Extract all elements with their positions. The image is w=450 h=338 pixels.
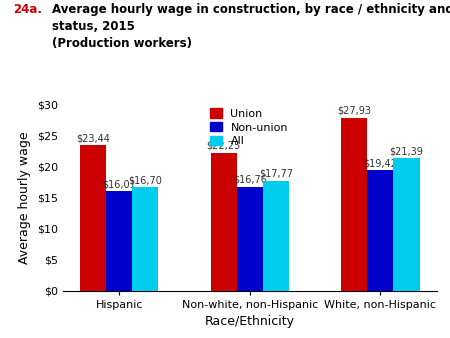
Bar xyxy=(211,153,237,291)
Bar xyxy=(341,118,367,291)
Legend: Union, Non-union, All: Union, Non-union, All xyxy=(211,108,288,146)
Text: 24a.: 24a. xyxy=(14,3,42,16)
Text: Average hourly wage in construction, by race / ethnicity and union
status, 2015
: Average hourly wage in construction, by … xyxy=(52,3,450,50)
Text: $16,70: $16,70 xyxy=(128,175,162,185)
Text: $16,76: $16,76 xyxy=(233,175,267,185)
Bar xyxy=(367,170,393,291)
Text: $27,93: $27,93 xyxy=(337,106,371,116)
Bar xyxy=(132,187,158,291)
Bar xyxy=(106,191,132,291)
Text: $21,39: $21,39 xyxy=(390,146,423,156)
Text: $19,42: $19,42 xyxy=(364,159,397,168)
Text: $23,44: $23,44 xyxy=(76,134,110,144)
Bar xyxy=(237,187,263,291)
Bar xyxy=(393,158,419,291)
Bar xyxy=(263,180,289,291)
X-axis label: Race/Ethnicity: Race/Ethnicity xyxy=(205,315,295,328)
Text: $17,77: $17,77 xyxy=(259,169,293,179)
Y-axis label: Average hourly wage: Average hourly wage xyxy=(18,131,32,264)
Text: $22,25: $22,25 xyxy=(207,141,241,151)
Text: $16,01: $16,01 xyxy=(102,179,136,190)
Bar xyxy=(80,145,106,291)
